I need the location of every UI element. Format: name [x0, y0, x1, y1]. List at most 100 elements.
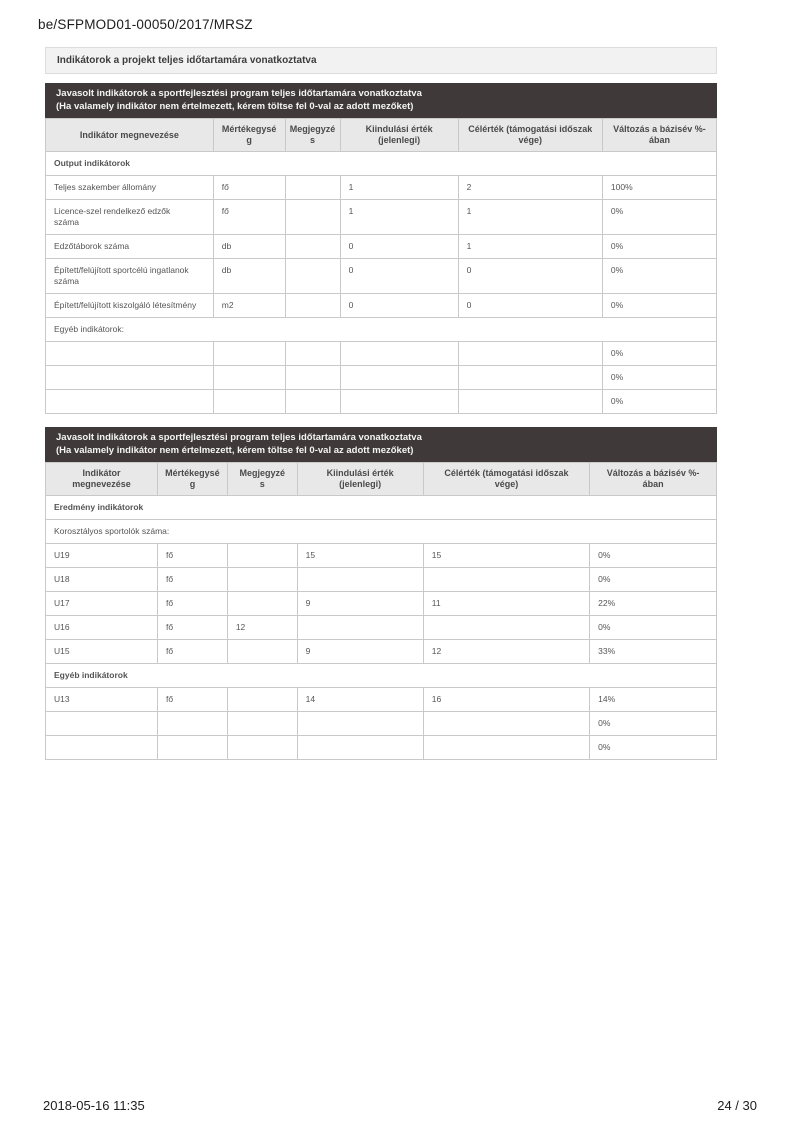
- table-cell: 0%: [601, 199, 718, 235]
- table-cell: 0%: [589, 735, 717, 760]
- table-cell: [226, 543, 298, 568]
- footer-page-number: 24 / 30: [717, 1098, 757, 1113]
- table-row: Edzőtáborok száma db 0 1 0%: [45, 234, 718, 259]
- section-row: Egyéb indikátorok:: [45, 317, 717, 342]
- column-header: Kiindulási érték (jelenlegi): [296, 462, 424, 496]
- column-header: Indikátor megnevezése: [44, 462, 159, 496]
- page-content: Indikátorok a projekt teljes időtartamár…: [44, 47, 718, 760]
- document-reference: be/SFPMOD01-00050/2017/MRSZ: [38, 17, 253, 32]
- table-cell: 0%: [601, 365, 718, 390]
- table-title-line2: (Ha valamely indikátor nem értelmezett, …: [56, 444, 414, 456]
- table-cell: [339, 365, 459, 390]
- table-cell: 0%: [601, 389, 718, 414]
- table-cell: 0: [457, 258, 603, 294]
- table-cell: [284, 175, 341, 200]
- table-row: 0%: [45, 365, 718, 390]
- table-cell: Épített/felújított sportcélú ingatlanok …: [45, 258, 214, 294]
- table-cell: [45, 341, 214, 366]
- table-cell: 11: [422, 591, 591, 616]
- table-cell: U18: [44, 567, 159, 592]
- table-cell: 0%: [589, 543, 717, 568]
- table-cell: [422, 711, 591, 736]
- section-label-cell: Egyéb indikátorok:: [45, 317, 717, 342]
- table-cell: fő: [157, 639, 228, 664]
- table-cell: [44, 711, 159, 736]
- table-cell: [226, 591, 298, 616]
- table-row: Licence-szel rendelkező edzők száma fő 1 1 0…: [45, 199, 718, 235]
- section-label-cell: Korosztályos sportolók száma:: [45, 519, 717, 544]
- table-row: 0%: [45, 341, 718, 366]
- section-row: Korosztályos sportolók száma:: [45, 519, 717, 544]
- table-cell: 9: [296, 639, 424, 664]
- table-title-bar: Javasolt indikátorok a sportfejlesztési …: [45, 427, 717, 462]
- table-cell: [226, 711, 298, 736]
- table-cell: U13: [44, 687, 159, 712]
- table-cell: 0: [339, 234, 459, 259]
- table-cell: [296, 567, 424, 592]
- table-cell: fő: [157, 591, 228, 616]
- table-cell: 1: [339, 199, 459, 235]
- table-cell: fő: [157, 615, 228, 640]
- table-cell: fő: [157, 687, 228, 712]
- table-cell: Edzőtáborok száma: [45, 234, 214, 259]
- table-cell: [226, 687, 298, 712]
- table-row: Épített/felújított kiszolgáló létesítmén…: [45, 293, 718, 318]
- table-cell: 12: [226, 615, 298, 640]
- table-title-line2: (Ha valamely indikátor nem értelmezett, …: [56, 100, 414, 112]
- table-cell: 0%: [601, 341, 718, 366]
- table-cell: [226, 735, 298, 760]
- table-cell: [45, 365, 214, 390]
- table-cell: Teljes szakember állomány: [45, 175, 214, 200]
- table-cell: [157, 711, 228, 736]
- table-row: Teljes szakember állomány fő 1 2 100%: [45, 175, 718, 200]
- table-row: 0%: [44, 711, 717, 736]
- table-cell: db: [212, 258, 286, 294]
- table-cell: 0%: [601, 258, 718, 294]
- table-row: U17 fő 9 11 22%: [44, 591, 717, 616]
- table-cell: fő: [157, 567, 228, 592]
- column-header: Indikátor megnevezése: [45, 118, 214, 152]
- column-header: Célérték (támogatási időszak vége): [422, 462, 591, 496]
- section-label-cell: Output indikátorok: [45, 151, 717, 176]
- table-cell: [422, 735, 591, 760]
- indicator-table-2: Javasolt indikátorok a sportfejlesztési …: [44, 427, 717, 760]
- table-cell: 0%: [589, 567, 717, 592]
- table-cell: 2: [457, 175, 603, 200]
- table-cell: 33%: [589, 639, 717, 664]
- table-row: U13 fő 14 16 14%: [44, 687, 717, 712]
- table-cell: fő: [212, 199, 286, 235]
- table-cell: U17: [44, 591, 159, 616]
- table-cell: [296, 711, 424, 736]
- footer-datetime: 2018-05-16 11:35: [43, 1098, 145, 1113]
- table-cell: U15: [44, 639, 159, 664]
- table-row: Épített/felújított sportcélú ingatlanok …: [45, 258, 718, 294]
- table-cell: 22%: [589, 591, 717, 616]
- table-cell: [44, 735, 159, 760]
- indicator-grid: Indikátor megnevezése Mértékegysé g Megjeg…: [45, 118, 718, 414]
- table-row: U15 fő 9 12 33%: [44, 639, 717, 664]
- table-cell: [157, 735, 228, 760]
- table-row: U19 fő 15 15 0%: [44, 543, 717, 568]
- table-cell: 0%: [601, 293, 718, 318]
- table-cell: [284, 258, 341, 294]
- table-cell: 16: [422, 687, 591, 712]
- table-cell: [296, 615, 424, 640]
- table-row: U16 fő 12 0%: [44, 615, 717, 640]
- table-cell: 0%: [601, 234, 718, 259]
- table-cell: 0%: [589, 711, 717, 736]
- column-header: Megjegyzé s: [226, 462, 298, 496]
- table-cell: [339, 341, 459, 366]
- table-cell: m2: [212, 293, 286, 318]
- column-header: Kiindulási érték (jelenlegi): [339, 118, 459, 152]
- tables-container: Javasolt indikátorok a sportfejlesztési …: [44, 83, 718, 760]
- table-cell: 15: [422, 543, 591, 568]
- table-cell: db: [212, 234, 286, 259]
- table-cell: 9: [296, 591, 424, 616]
- table-cell: [284, 199, 341, 235]
- page-footer: 2018-05-16 11:35 24 / 30: [43, 1098, 757, 1113]
- section-label-cell: Eredmény indikátorok: [45, 495, 717, 520]
- table-row: U18 fő 0%: [44, 567, 717, 592]
- table-cell: [296, 735, 424, 760]
- table-title-line1: Javasolt indikátorok a sportfejlesztési …: [56, 88, 422, 99]
- column-header: Mértékegysé g: [212, 118, 286, 152]
